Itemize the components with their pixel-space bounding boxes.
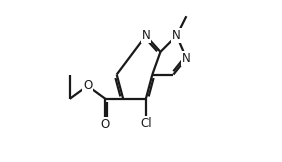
Text: O: O (101, 118, 110, 131)
Text: N: N (182, 52, 191, 65)
Text: O: O (83, 79, 92, 92)
Text: N: N (142, 29, 150, 42)
Text: N: N (172, 29, 181, 42)
Text: Cl: Cl (140, 117, 152, 130)
